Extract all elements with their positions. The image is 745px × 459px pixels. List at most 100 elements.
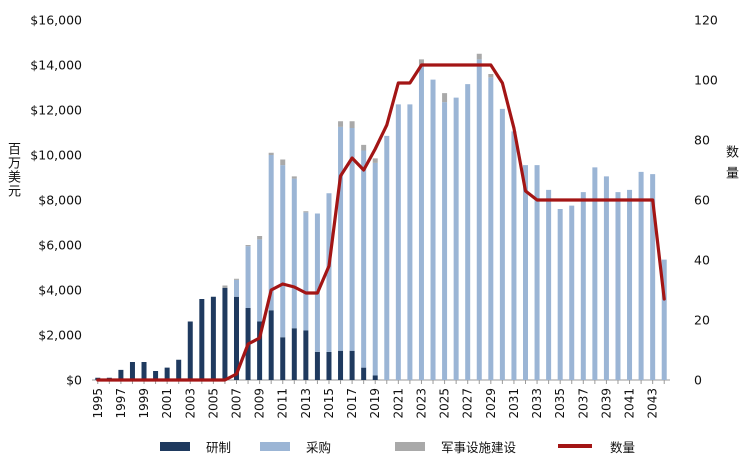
bar-facilities: [245, 245, 251, 247]
bar-procurement: [592, 167, 598, 380]
bar-research: [129, 362, 135, 380]
bar-procurement: [580, 192, 586, 380]
legend-label-facilities: 军事设施建设: [441, 439, 517, 455]
y-right-axis-label: 数量: [723, 145, 738, 187]
bar-procurement: [499, 108, 505, 380]
legend-item-research: 研制: [160, 437, 231, 455]
y-left-tick-label: $12,000: [30, 103, 82, 118]
y-left-tick-label: $14,000: [30, 58, 82, 73]
x-tick-label: 2009: [253, 388, 267, 419]
bar-procurement: [488, 77, 494, 380]
bar-procurement: [338, 126, 344, 351]
bar-procurement: [627, 189, 633, 380]
bar-procurement: [453, 97, 459, 380]
bar-procurement: [442, 102, 448, 380]
bar-procurement: [372, 162, 378, 376]
bar-facilities: [291, 176, 297, 179]
y-left-tick-label: $10,000: [30, 148, 82, 163]
bar-procurement: [314, 213, 320, 352]
y-left-tick-label: $16,000: [30, 13, 82, 28]
legend-swatch-procurement: [260, 441, 290, 451]
bar-facilities: [338, 121, 344, 127]
bar-facilities: [442, 93, 448, 103]
x-tick-label: 2025: [438, 388, 452, 419]
x-tick-label: 2011: [276, 388, 290, 419]
legend-swatch-research: [160, 441, 190, 451]
bar-procurement: [245, 246, 251, 308]
bar-research: [118, 369, 124, 380]
y-right-tick-label: 40: [694, 253, 710, 268]
bar-procurement: [661, 259, 667, 380]
bar-procurement: [511, 131, 517, 380]
bar-procurement: [291, 178, 297, 329]
bar-procurement: [569, 205, 575, 380]
bar-research: [234, 296, 239, 380]
x-tick-label: 2043: [646, 388, 660, 419]
bar-facilities: [372, 158, 378, 163]
bar-procurement: [407, 104, 413, 380]
bar-research: [141, 362, 147, 380]
bar-research: [210, 296, 216, 380]
bar-facilities: [257, 236, 263, 240]
bar-procurement: [395, 104, 401, 380]
quantity-line: [96, 63, 666, 382]
x-tick-label: 1999: [137, 388, 151, 419]
bar-research: [222, 287, 228, 380]
bar-research: [199, 299, 205, 380]
y-left-tick-label: $2,000: [38, 328, 82, 343]
x-tick-label: 2031: [507, 388, 521, 419]
y-right-tick-label: 100: [694, 73, 718, 88]
bar-research: [153, 371, 159, 380]
bar-facilities: [234, 278, 239, 280]
x-tick-label: 2015: [322, 388, 336, 419]
bar-procurement: [280, 165, 286, 338]
legend-item-procurement: 采购: [260, 437, 331, 455]
y-right-tick-label: 120: [694, 13, 718, 28]
legend-item-facilities: 军事设施建设: [395, 437, 516, 455]
y-left-tick-label: $4,000: [38, 283, 82, 298]
bar-research: [280, 337, 286, 380]
bar-research: [314, 351, 320, 380]
bar-facilities: [476, 53, 482, 60]
x-tick-label: 2019: [368, 388, 382, 419]
bar-facilities: [361, 144, 367, 151]
x-tick-label: 2007: [230, 388, 244, 419]
bar-procurement: [257, 239, 263, 322]
bar-procurement: [523, 165, 528, 380]
bar-procurement: [361, 150, 367, 368]
bar-procurement: [650, 174, 656, 380]
bar-procurement: [430, 79, 436, 380]
x-tick-label: 2033: [530, 388, 544, 419]
bar-procurement: [615, 192, 621, 380]
bar-procurement: [303, 212, 309, 331]
legend-item-quantity: 数量: [558, 437, 635, 455]
bar-procurement: [384, 135, 390, 380]
legend-swatch-facilities: [395, 441, 425, 451]
bar-research: [349, 350, 355, 380]
x-tick-label: 2023: [414, 388, 428, 419]
bar-procurement: [557, 209, 563, 380]
x-tick-label: 2035: [553, 388, 567, 419]
x-tick-label: 2013: [299, 388, 313, 419]
legend: 研制 采购 军事设施建设 数量: [160, 437, 720, 455]
x-tick-label: 2027: [461, 388, 475, 419]
legend-swatch-quantity: [558, 444, 592, 448]
x-tick-label: 2001: [160, 388, 174, 419]
bar-procurement: [476, 59, 482, 380]
bar-research: [361, 367, 367, 380]
bar-research: [187, 321, 193, 380]
y-left-tick-label: $8,000: [38, 193, 82, 208]
y-left-axis-label: 百万美元: [5, 142, 20, 198]
y-right-tick-label: 80: [694, 133, 710, 148]
bar-research: [176, 359, 182, 380]
bar-research: [338, 350, 344, 380]
bar-research: [257, 321, 263, 380]
x-tick-label: 2017: [345, 388, 359, 419]
bar-procurement: [234, 279, 239, 297]
x-tick-label: 2029: [484, 388, 498, 419]
bar-procurement: [603, 176, 609, 380]
y-left-tick-label: $6,000: [38, 238, 82, 253]
bar-facilities: [222, 285, 228, 288]
x-tick-label: 2003: [183, 388, 197, 419]
